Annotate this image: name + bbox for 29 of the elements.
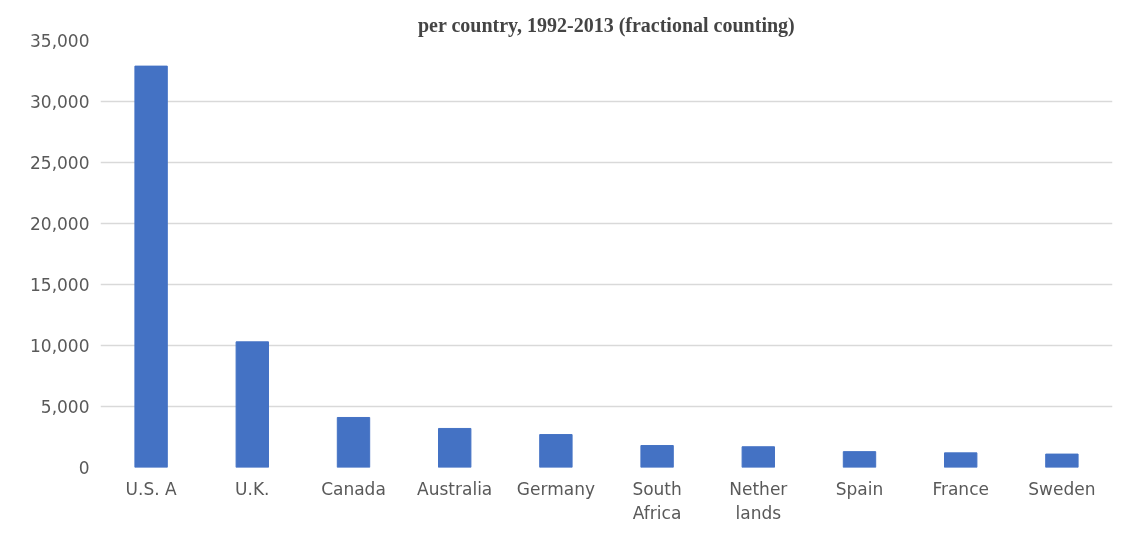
y-tick-label: 30,000 xyxy=(30,92,90,112)
bar xyxy=(539,434,573,468)
x-tick-label: France xyxy=(932,478,989,499)
bar xyxy=(640,445,674,468)
bar xyxy=(944,452,978,468)
bar xyxy=(235,341,269,468)
x-tick-label: Australia xyxy=(417,478,493,499)
y-tick-label: 5,000 xyxy=(40,397,90,417)
x-tick-label: Sweden xyxy=(1028,478,1096,499)
x-tick-label: Nether lands xyxy=(729,478,788,523)
y-tick-label: 15,000 xyxy=(30,275,90,295)
bar xyxy=(741,446,775,468)
y-tick-label: 25,000 xyxy=(30,153,90,173)
bar xyxy=(336,416,371,468)
x-tick-label: Spain xyxy=(835,478,884,499)
bar xyxy=(1045,453,1079,468)
x-tick-label: U.K. xyxy=(235,478,270,499)
bar xyxy=(134,65,168,468)
x-tick-label: Canada xyxy=(321,478,386,499)
x-tick-label: Germany xyxy=(516,478,595,499)
y-tick-label: 0 xyxy=(78,458,90,478)
bar xyxy=(842,451,877,468)
y-tick-label: 35,000 xyxy=(30,31,90,51)
x-tick-label: U.S. A xyxy=(125,478,178,499)
x-tick-label: South Africa xyxy=(632,478,682,523)
y-tick-label: 10,000 xyxy=(30,336,90,356)
chart-title: per country, 1992-2013 (fractional counting) xyxy=(417,13,795,37)
bar xyxy=(438,427,472,468)
y-tick-label: 20,000 xyxy=(30,214,90,234)
